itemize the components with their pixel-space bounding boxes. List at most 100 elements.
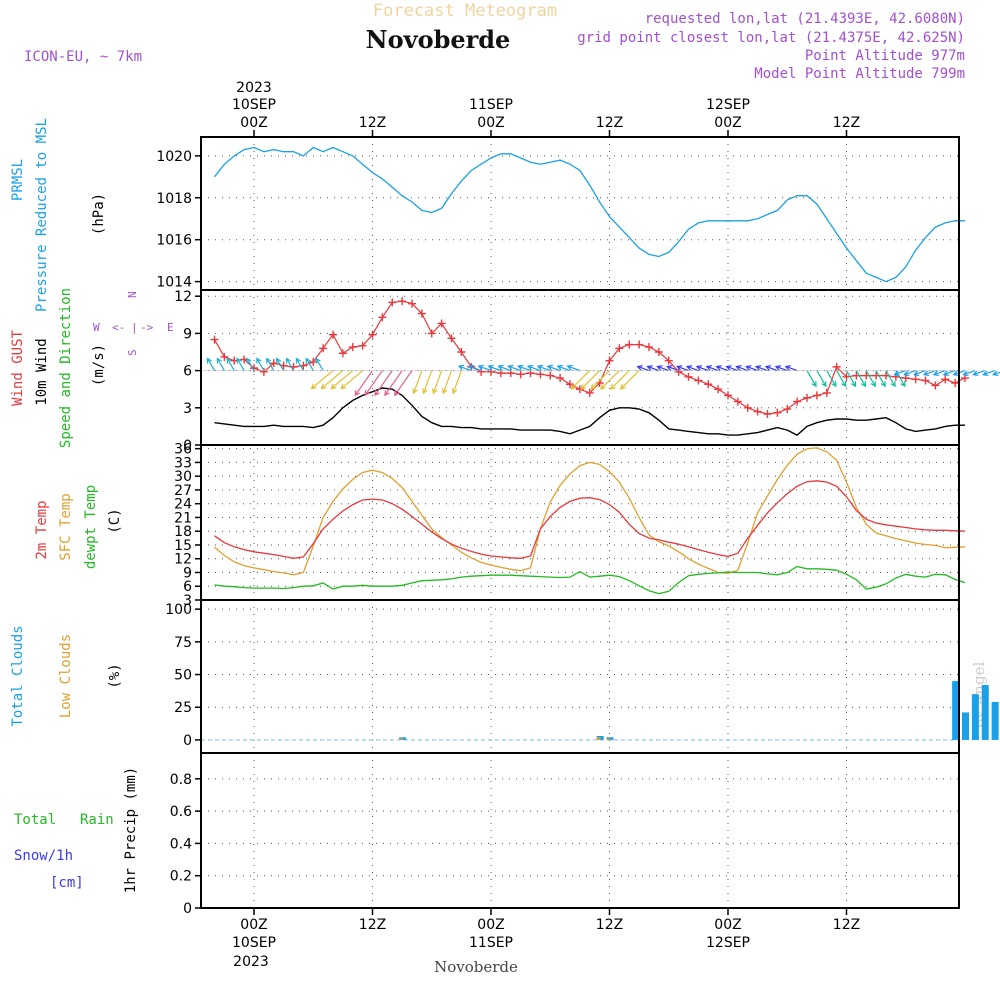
temp-unit: (C) [107,508,123,533]
wind-arrow [394,370,413,396]
wind-arrow [983,370,995,376]
total-cloud-bar [962,712,969,740]
wind-arrow [875,370,886,387]
wind-arrow [468,365,482,372]
pressure-unit: (hPa) [91,193,107,235]
gust-marker [368,330,377,339]
wind-arrow [432,370,443,394]
wind-arrow [315,358,324,371]
wind-arrow [216,358,225,371]
panel-frame [200,136,960,291]
gust-marker [812,391,821,400]
wind-arrowhead [841,381,847,388]
wind-arrow [765,365,778,372]
wind-arrowhead [870,381,876,388]
gust-marker [674,367,683,376]
wind-arrowhead [656,365,663,371]
wind-arrow [904,370,916,376]
gust-marker [773,408,782,417]
wind-arrowhead [216,357,222,364]
ytick-label: 75 [174,635,192,651]
gust-marker [417,309,426,318]
wind-arrowhead [942,370,949,377]
gust-marker [605,356,614,365]
wind-arrowhead [295,357,301,364]
wind-arrow [775,365,788,372]
wind-arrow [570,370,591,390]
gust-marker [259,367,268,376]
gust-label: Wind GUST [10,330,26,406]
wind-arrow [321,370,344,390]
wind-arrowhead [305,357,311,364]
gust-marker [753,407,762,416]
wind-arrowhead [285,357,292,364]
ytick-label: 0.2 [170,869,192,885]
gust-marker [654,348,663,356]
bottom-date-label: 12SEP [706,935,750,951]
wind-arrow [557,365,571,372]
ytick-label: 0 [183,438,192,454]
wind-arrow [746,365,758,372]
top-year-label: 2023 [236,80,272,96]
wind-arrowhead [457,364,465,371]
wind-arrowhead [330,383,337,390]
wind-arrow [736,365,748,372]
model-label: ICON-EU, ~ 7km [24,49,142,65]
gust-marker [803,393,811,402]
wind-arrowhead [880,381,886,388]
wind-arrow [600,370,620,390]
wind-arrowhead [609,384,616,390]
wind-arrowhead [354,390,361,397]
requested-coords: requested lon,lat (21.4393E, 42.6080N) [645,11,965,27]
wind-arrow [340,370,364,390]
wind-arrowhead [755,365,762,371]
wind-arrow [285,358,295,371]
gust-marker [437,319,446,328]
wind-arrow [667,365,679,372]
wind-arrowhead [745,365,752,371]
wind-arrowhead [893,370,900,377]
ytick-label: 3 [183,401,192,417]
wind-arrow [894,370,906,376]
wind-arrow [527,365,541,372]
compass-center: | [131,321,138,334]
gust-marker [931,381,940,390]
gust-marker [457,348,466,356]
top-date-label: 11SEP [469,97,513,113]
total-cloud-bar [952,681,960,740]
compass-west: W [93,321,100,334]
wind-arrow [547,365,561,372]
pressure-label-1: PRMSL [10,159,26,201]
wind-arrow [933,370,946,376]
wind-arrowhead [441,388,448,395]
gust-marker [684,372,693,381]
ytick-label: 50 [174,668,192,684]
ytick-label: 1014 [156,275,192,291]
wind-arrowhead [315,357,321,364]
ytick-label: 0.6 [170,804,192,820]
gust-marker [645,343,653,352]
wind-arrowhead [725,365,732,371]
gust-marker [338,349,347,358]
wind-arrowhead [676,365,683,371]
compass-east: E [167,321,174,334]
ytick-label: 12 [174,552,192,568]
bottom-hour-label: 00Z [714,917,741,933]
snow-unit: [cm] [50,875,84,891]
wind-arrow [885,370,896,387]
pressure-panel: 1014 1016 1018 1020 [156,136,965,291]
sfc-temp-line [214,447,966,576]
ytick-label: 25 [174,700,192,716]
wind-arrow [716,365,729,372]
bottom-date-label: 11SEP [469,935,513,951]
gust-marker [447,334,456,343]
wind-arrowhead [206,357,213,364]
wind-arrow [498,365,511,372]
precip-unit: 1hr Precip (mm) [123,767,139,893]
wind-arrow [413,370,423,394]
dewpt-label: dewpt Temp [83,485,99,569]
wind-arrowhead [266,357,272,364]
gust-marker [941,375,950,384]
gust-line [213,300,966,415]
